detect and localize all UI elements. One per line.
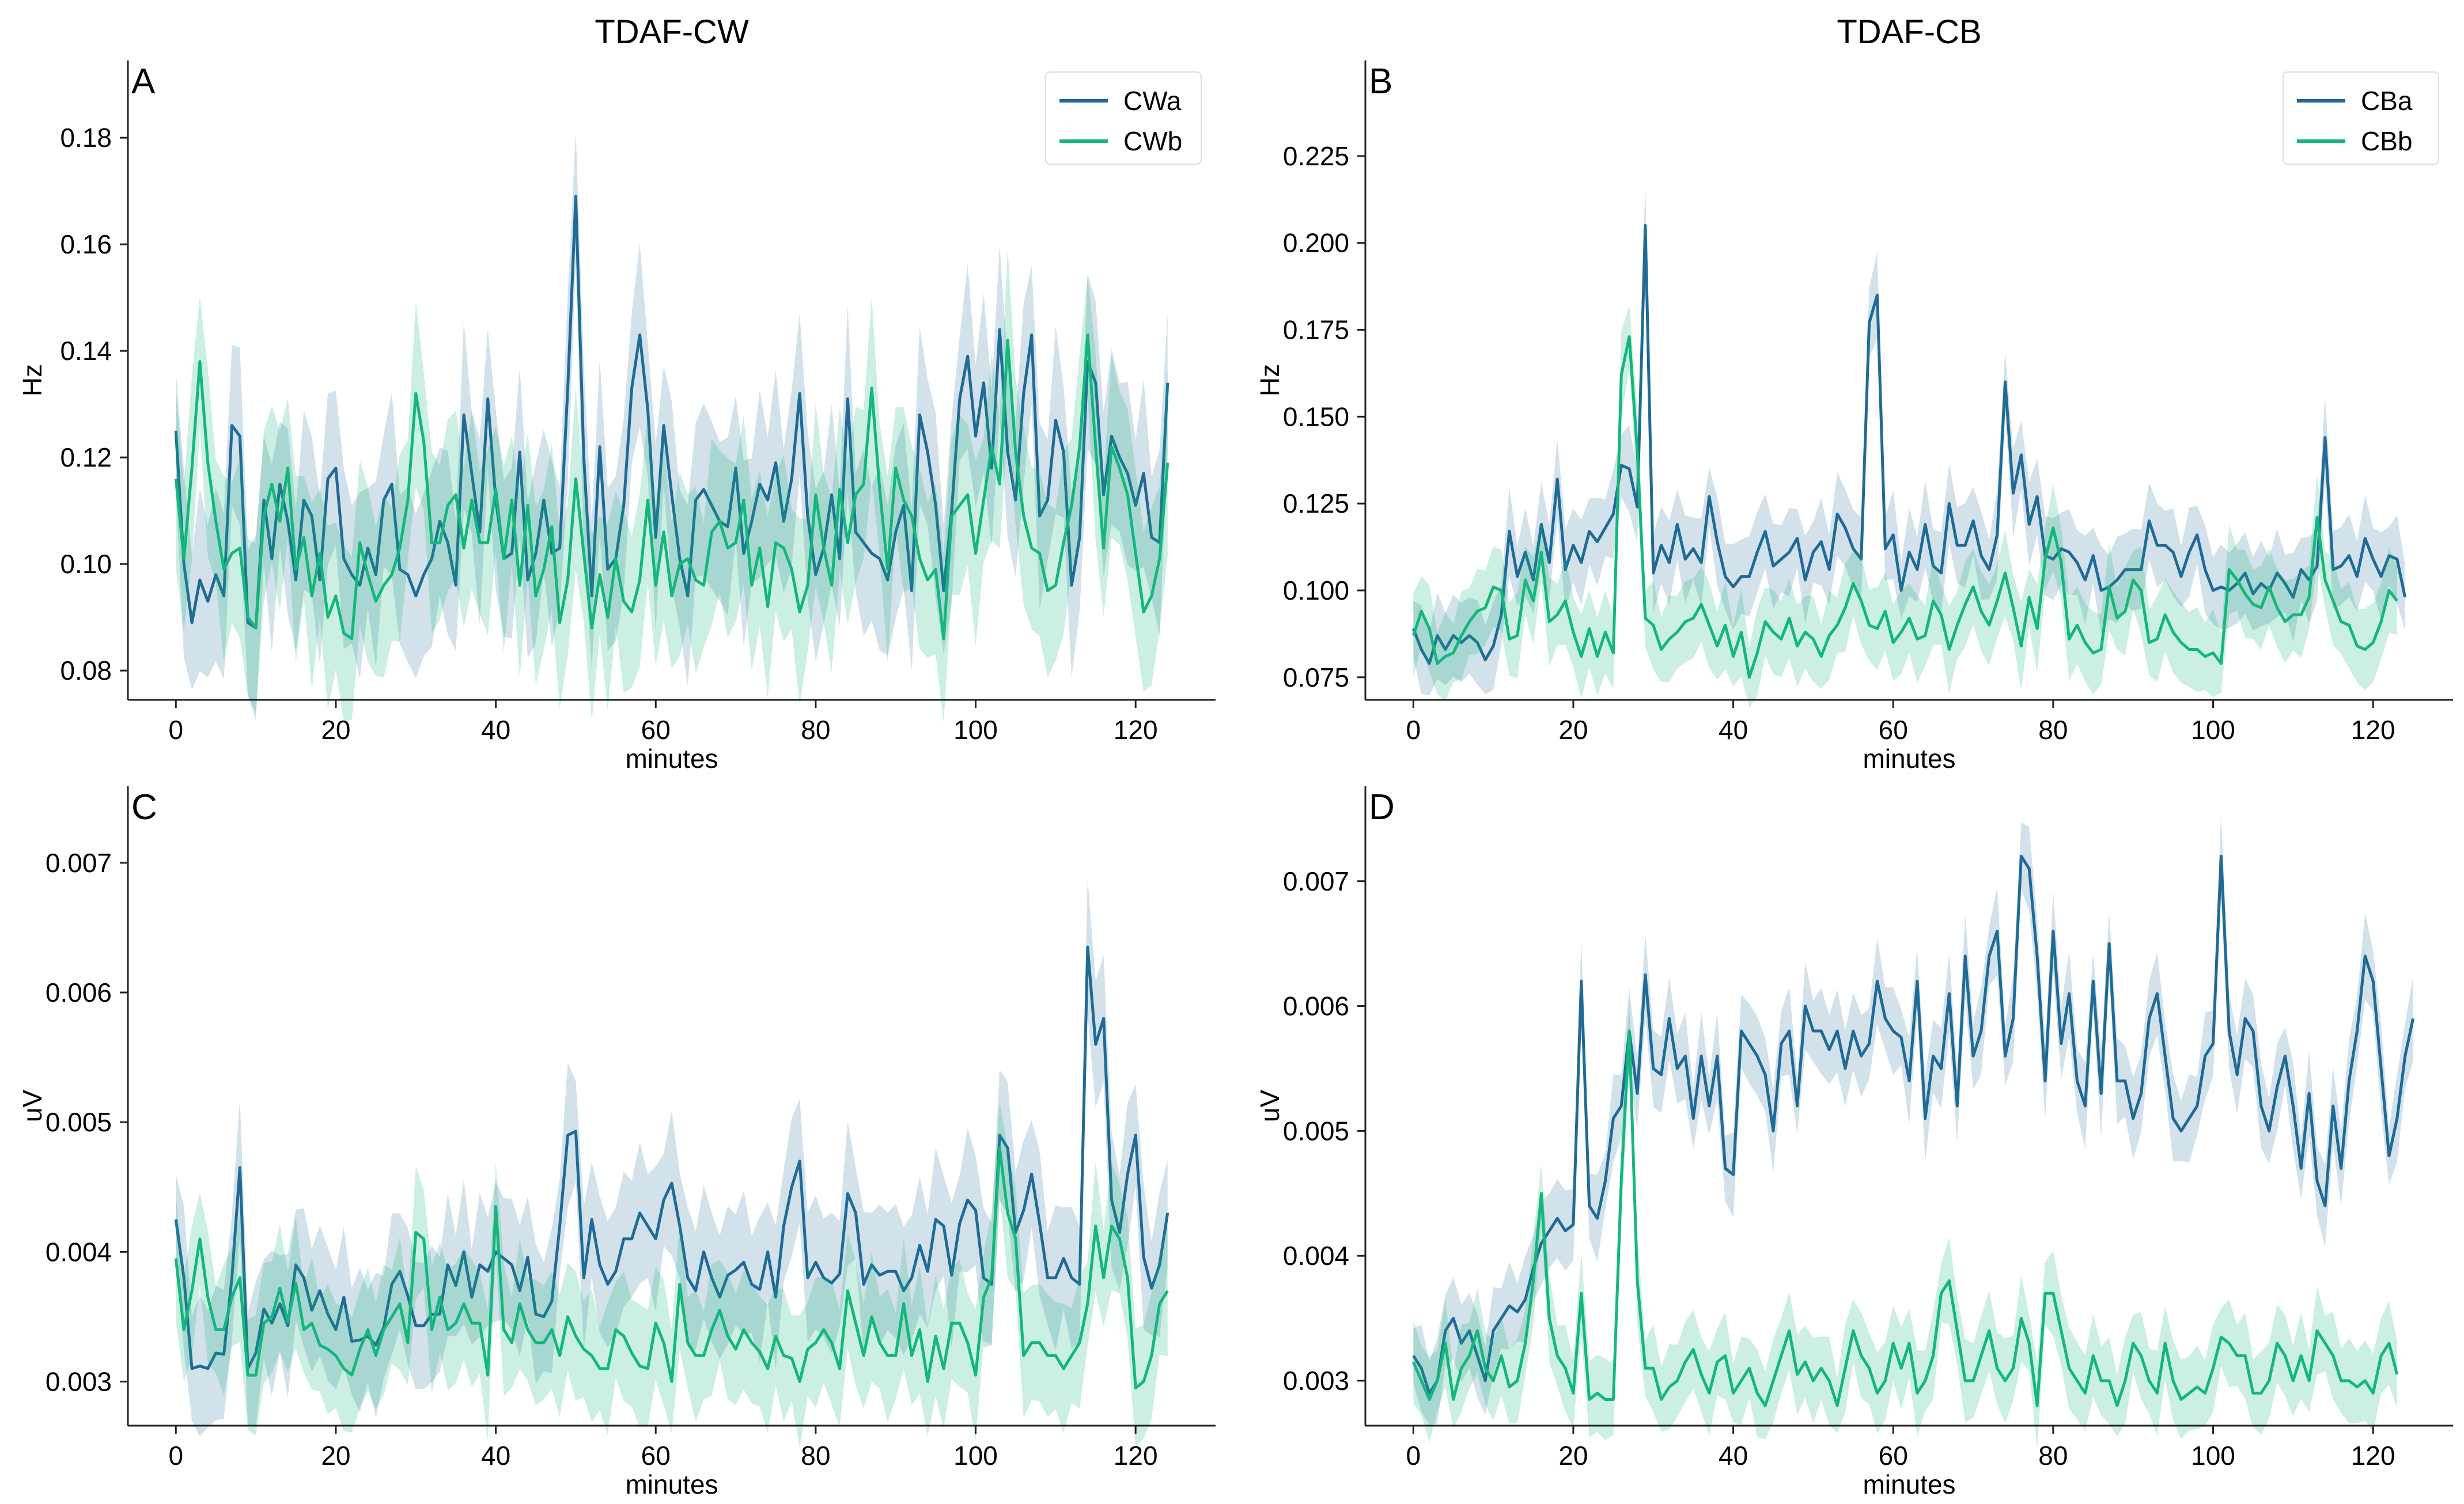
x-axis-title: minutes — [625, 744, 718, 774]
panel-d: 0 20 40 60 80 100 120 0.003 0.004 0.005 0.006 0.007… — [1255, 786, 2453, 1499]
x-tick-label: 60 — [641, 1441, 671, 1471]
series-band-cwb — [176, 1102, 1168, 1448]
series-line-cba — [1412, 854, 2415, 1395]
x-tick-label: 40 — [1719, 715, 1748, 745]
y-tick-label: 0.004 — [46, 1237, 112, 1267]
x-tick-label: 120 — [2351, 715, 2395, 745]
y-tick-label: 0.175 — [1283, 315, 1349, 345]
x-tick-label: 80 — [801, 1441, 830, 1471]
y-tick-label: 0.004 — [1283, 1241, 1349, 1271]
y-axis-title: Hz — [1255, 364, 1285, 396]
panel-title: TDAF-CB — [1837, 13, 1981, 51]
panel-letter: B — [1369, 62, 1392, 101]
x-tick-label: 20 — [1558, 715, 1588, 745]
y-tick-label: 0.225 — [1283, 141, 1349, 171]
x-tick-label: 80 — [801, 715, 830, 745]
x-tick-label: 20 — [321, 715, 350, 745]
panel-letter: D — [1369, 787, 1395, 827]
x-axis-title: minutes — [625, 1469, 718, 1499]
legend-label-cba: CBa — [2361, 86, 2413, 116]
y-tick-label: 0.12 — [60, 442, 112, 472]
legend-label-cwa: CWa — [1123, 86, 1182, 116]
x-tick-label: 40 — [481, 715, 510, 745]
series-band-cbb — [1413, 305, 2397, 708]
series-band-cba — [1413, 184, 2405, 696]
y-tick-label: 0.075 — [1283, 662, 1349, 692]
legend: CWa CWb — [1045, 71, 1202, 165]
y-tick-label: 0.10 — [60, 549, 112, 579]
y-tick-label: 0.006 — [46, 978, 112, 1007]
y-tick-label: 0.005 — [1283, 1116, 1349, 1146]
legend-label-cbb: CBb — [2361, 126, 2412, 156]
y-tick-label: 0.200 — [1283, 228, 1349, 258]
x-tick-label: 0 — [168, 715, 183, 745]
x-tick-label: 0 — [168, 1441, 183, 1471]
y-tick-label: 0.003 — [1283, 1366, 1349, 1396]
x-tick-label: 100 — [2191, 1441, 2235, 1471]
x-tick-label: 100 — [953, 1441, 998, 1471]
series-line-cbb — [1412, 1029, 2399, 1407]
x-tick-label: 20 — [321, 1441, 350, 1471]
y-tick-label: 0.003 — [46, 1366, 112, 1396]
series-band-cwa — [176, 879, 1168, 1437]
x-tick-label: 120 — [2351, 1441, 2395, 1471]
y-tick-label: 0.14 — [60, 336, 112, 366]
x-axis-title: minutes — [1863, 744, 1955, 774]
legend-label-cwb: CWb — [1123, 126, 1182, 156]
y-tick-label: 0.100 — [1283, 575, 1349, 605]
series-line-cba — [1411, 224, 2407, 665]
y-tick-label: 0.18 — [60, 123, 112, 153]
x-tick-label: 120 — [1114, 715, 1158, 745]
y-tick-label: 0.006 — [1283, 991, 1349, 1021]
panel-letter: C — [131, 787, 157, 827]
x-tick-label: 60 — [1879, 1441, 1908, 1471]
series-band-cwb — [176, 248, 1168, 723]
x-tick-label: 60 — [641, 715, 671, 745]
panel-a: 0 20 40 60 80 100 120 0.08 0.10 0.12 0.14 0.16 0.18 m… — [17, 13, 1216, 774]
y-tick-label: 0.005 — [46, 1107, 112, 1137]
x-tick-label: 100 — [953, 715, 998, 745]
y-tick-label: 0.08 — [60, 656, 112, 685]
series-line-cwa — [174, 195, 1169, 630]
x-tick-label: 40 — [481, 1441, 510, 1471]
y-axis-title: uV — [1255, 1090, 1285, 1123]
y-axis-title: Hz — [17, 364, 47, 396]
panel-c: 0 20 40 60 80 100 120 0.003 0.004 0.005 0.006 0.007… — [17, 786, 1216, 1499]
y-axis-title: uV — [17, 1090, 47, 1123]
y-tick-label: 0.007 — [46, 848, 112, 878]
panel-letter: A — [131, 62, 156, 101]
panel-title: TDAF-CW — [595, 13, 749, 51]
y-tick-label: 0.007 — [1283, 866, 1349, 896]
y-tick-label: 0.125 — [1283, 488, 1349, 518]
x-tick-label: 80 — [2038, 715, 2068, 745]
series-line-cwb — [174, 333, 1169, 641]
series-line-cbb — [1411, 335, 2398, 679]
x-tick-label: 120 — [1114, 1441, 1158, 1471]
x-tick-label: 0 — [1406, 1441, 1421, 1471]
legend: CBa CBb — [2283, 71, 2439, 165]
x-tick-label: 80 — [2038, 1441, 2068, 1471]
series-line-cwa — [174, 945, 1169, 1370]
series-line-cwb — [174, 1146, 1169, 1390]
x-axis-title: minutes — [1863, 1469, 1955, 1499]
y-tick-label: 0.150 — [1283, 401, 1349, 431]
x-tick-label: 100 — [2191, 715, 2235, 745]
y-tick-label: 0.16 — [60, 229, 112, 259]
panel-b: 0 20 40 60 80 100 120 0.075 0.100 0.125 0.150 0.175… — [1255, 13, 2453, 774]
x-tick-label: 0 — [1406, 715, 1421, 745]
x-tick-label: 60 — [1879, 715, 1908, 745]
x-tick-label: 40 — [1719, 1441, 1748, 1471]
x-tick-label: 20 — [1558, 1441, 1588, 1471]
